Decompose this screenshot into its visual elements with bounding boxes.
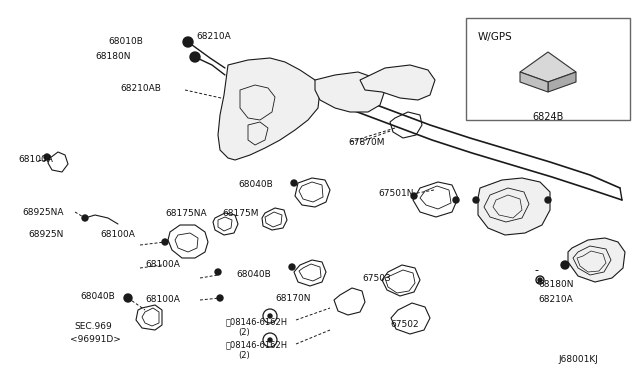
Text: 67870M: 67870M	[348, 138, 385, 147]
Bar	[466, 18, 630, 120]
Circle shape	[162, 239, 168, 245]
Text: 68100A: 68100A	[100, 230, 135, 239]
Circle shape	[268, 314, 272, 318]
Polygon shape	[360, 65, 435, 100]
Polygon shape	[315, 72, 385, 112]
Circle shape	[453, 197, 459, 203]
Polygon shape	[548, 72, 576, 92]
Circle shape	[538, 278, 542, 282]
Text: W/GPS: W/GPS	[478, 32, 513, 42]
Text: 68175M: 68175M	[222, 209, 259, 218]
Text: (2): (2)	[238, 328, 250, 337]
Text: J68001KJ: J68001KJ	[558, 355, 598, 364]
Circle shape	[124, 294, 132, 302]
Circle shape	[215, 269, 221, 275]
Text: 68040B: 68040B	[80, 292, 115, 301]
Circle shape	[183, 37, 193, 47]
Circle shape	[44, 154, 50, 160]
Circle shape	[291, 180, 297, 186]
Text: 68210AB: 68210AB	[120, 84, 161, 93]
Text: SEC.969: SEC.969	[74, 322, 112, 331]
Text: 68925NA: 68925NA	[22, 208, 63, 217]
Circle shape	[561, 261, 569, 269]
Text: 67502: 67502	[390, 320, 419, 329]
Text: 68170N: 68170N	[275, 294, 310, 303]
Text: 68040B: 68040B	[236, 270, 271, 279]
Text: 68180N: 68180N	[538, 280, 573, 289]
Text: 68040B: 68040B	[238, 180, 273, 189]
Text: <96991D>: <96991D>	[70, 335, 121, 344]
Circle shape	[473, 197, 479, 203]
Text: 68175NA: 68175NA	[165, 209, 207, 218]
Text: (2): (2)	[238, 351, 250, 360]
Text: 68100A: 68100A	[18, 155, 53, 164]
Text: 68180N: 68180N	[95, 52, 131, 61]
Text: 68210A: 68210A	[196, 32, 231, 41]
Text: 68210A: 68210A	[538, 295, 573, 304]
Polygon shape	[520, 52, 576, 82]
Polygon shape	[568, 238, 625, 282]
Circle shape	[190, 52, 200, 62]
Text: 68010B: 68010B	[108, 37, 143, 46]
Text: 68100A: 68100A	[145, 295, 180, 304]
Text: 68925N: 68925N	[28, 230, 63, 239]
Circle shape	[411, 193, 417, 199]
Circle shape	[545, 197, 551, 203]
Circle shape	[268, 338, 272, 342]
Text: 68100A: 68100A	[145, 260, 180, 269]
Polygon shape	[218, 58, 320, 160]
Circle shape	[217, 295, 223, 301]
Polygon shape	[520, 72, 548, 92]
Text: 6824B: 6824B	[532, 112, 564, 122]
Text: Ⓑ08146-6162H: Ⓑ08146-6162H	[226, 340, 288, 349]
Text: Ⓑ08146-6162H: Ⓑ08146-6162H	[226, 317, 288, 326]
Text: 67503: 67503	[362, 274, 391, 283]
Polygon shape	[478, 178, 550, 235]
Circle shape	[289, 264, 295, 270]
Circle shape	[82, 215, 88, 221]
Text: 67501N: 67501N	[378, 189, 413, 198]
